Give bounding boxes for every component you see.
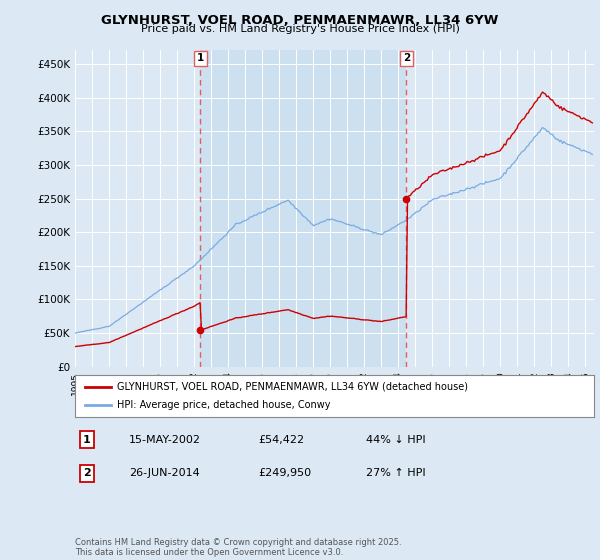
Text: Contains HM Land Registry data © Crown copyright and database right 2025.
This d: Contains HM Land Registry data © Crown c… xyxy=(75,538,401,557)
Text: £249,950: £249,950 xyxy=(258,468,311,478)
Text: £54,422: £54,422 xyxy=(258,435,304,445)
Text: 26-JUN-2014: 26-JUN-2014 xyxy=(129,468,200,478)
Text: 2: 2 xyxy=(403,53,410,63)
Text: HPI: Average price, detached house, Conwy: HPI: Average price, detached house, Conw… xyxy=(116,400,330,410)
Text: 44% ↓ HPI: 44% ↓ HPI xyxy=(366,435,425,445)
Text: Price paid vs. HM Land Registry's House Price Index (HPI): Price paid vs. HM Land Registry's House … xyxy=(140,24,460,34)
Text: 27% ↑ HPI: 27% ↑ HPI xyxy=(366,468,425,478)
Text: GLYNHURST, VOEL ROAD, PENMAENMAWR, LL34 6YW: GLYNHURST, VOEL ROAD, PENMAENMAWR, LL34 … xyxy=(101,14,499,27)
Bar xyxy=(200,50,406,367)
Text: GLYNHURST, VOEL ROAD, PENMAENMAWR, LL34 6YW (detached house): GLYNHURST, VOEL ROAD, PENMAENMAWR, LL34 … xyxy=(116,382,467,392)
Text: 1: 1 xyxy=(83,435,91,445)
Text: 2: 2 xyxy=(83,468,91,478)
Text: 1: 1 xyxy=(197,53,204,63)
Text: 15-MAY-2002: 15-MAY-2002 xyxy=(129,435,201,445)
